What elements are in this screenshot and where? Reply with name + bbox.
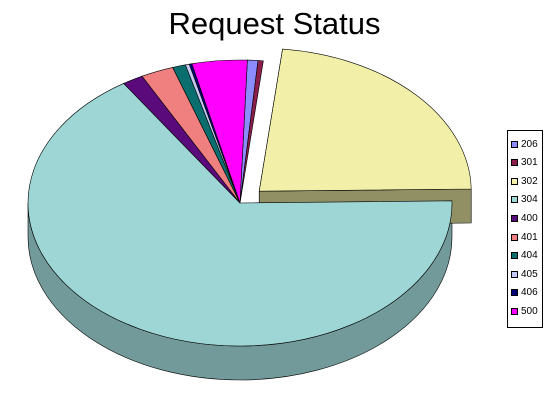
legend: 206 301 302 304 400 401 404 405 406 500 [507, 130, 543, 328]
legend-swatch [511, 233, 518, 241]
legend-swatch [511, 177, 518, 185]
legend-label: 206 [521, 138, 538, 150]
legend-label: 304 [521, 194, 538, 206]
legend-swatch [511, 270, 518, 278]
legend-item-400: 400 [511, 211, 538, 225]
chart-title: Request Status [168, 6, 381, 41]
slice-304 [27, 83, 453, 347]
legend-label: 301 [521, 157, 538, 169]
legend-label: 406 [521, 287, 538, 299]
legend-swatch [511, 214, 518, 222]
legend-item-401: 401 [511, 230, 538, 244]
slice-500 [191, 59, 248, 204]
legend-label: 400 [521, 212, 538, 224]
legend-label: 302 [521, 175, 538, 187]
slice-302 [258, 48, 472, 192]
legend-item-301: 301 [511, 156, 538, 170]
legend-swatch [511, 289, 518, 297]
legend-swatch [511, 140, 518, 148]
legend-item-406: 406 [511, 286, 538, 300]
legend-swatch [511, 196, 518, 204]
legend-swatch [511, 159, 518, 167]
legend-label: 401 [521, 231, 538, 243]
legend-item-304: 304 [511, 193, 538, 207]
legend-item-405: 405 [511, 267, 538, 281]
legend-item-404: 404 [511, 249, 538, 263]
legend-item-302: 302 [511, 174, 538, 188]
legend-item-206: 206 [511, 137, 538, 151]
legend-item-500: 500 [511, 304, 538, 318]
legend-label: 404 [521, 250, 538, 262]
legend-label: 500 [521, 305, 538, 317]
legend-swatch [511, 307, 518, 315]
legend-swatch [511, 252, 518, 260]
slice-301 [239, 60, 264, 204]
legend-label: 405 [521, 268, 538, 280]
